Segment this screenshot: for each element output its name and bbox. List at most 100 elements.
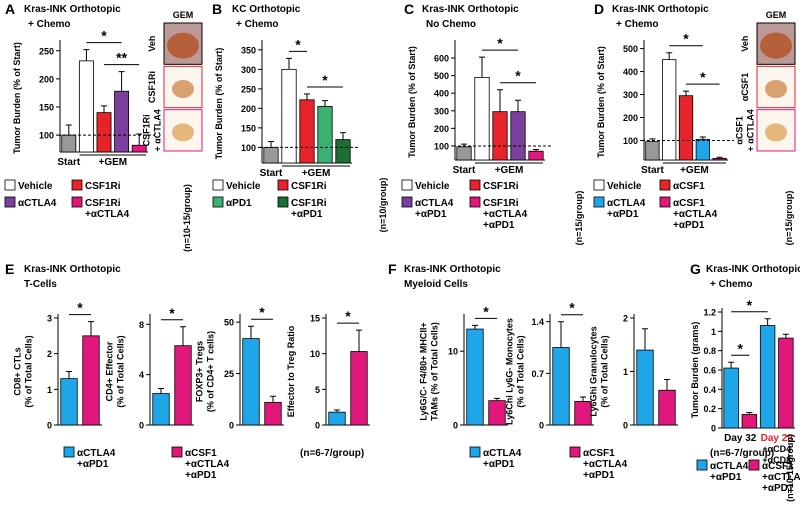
- bar: [645, 141, 660, 161]
- bar: [723, 367, 739, 429]
- x-tick-label: Day 29: [761, 433, 794, 444]
- bar: [78, 60, 94, 153]
- y-axis-label: Tumor Burden (% of Start): [596, 46, 606, 158]
- panel-title: Kras-INK Orthotopic: [612, 4, 709, 15]
- sample-size-note: (n=15/group): [574, 191, 584, 246]
- y-tick-label: 200: [39, 74, 54, 84]
- tumor-photo: [172, 123, 194, 142]
- y-tick-label: 100: [39, 131, 54, 141]
- x-tick-label: Start: [641, 165, 664, 176]
- bar: [317, 106, 333, 164]
- x-tick-label: +GEM: [98, 157, 127, 168]
- error-bar: [716, 156, 723, 159]
- image-title: GEM: [173, 10, 194, 20]
- error-bar: [746, 412, 753, 415]
- significance-star: *: [569, 300, 575, 316]
- legend-swatch: [4, 179, 16, 191]
- y-tick-label: 600: [434, 54, 449, 64]
- significance-star: *: [259, 304, 265, 320]
- panel-letter: G: [690, 261, 701, 277]
- legend-label: αCSF1+αCTLA4+αPD1: [185, 448, 230, 481]
- legend-label: αCTLA4 +αPD1: [415, 198, 454, 220]
- tumor-photo: [760, 32, 792, 59]
- x-tick-label: Start: [57, 157, 80, 168]
- legend-swatch: [71, 179, 83, 191]
- image-label: Veh: [740, 36, 750, 52]
- y-tick-label: 200: [241, 104, 256, 114]
- panel-letter: B: [212, 1, 222, 17]
- sample-size-note: (n=15/group): [784, 191, 794, 246]
- y-tick-label: 0: [139, 421, 144, 431]
- y-tick-label: 1: [623, 367, 628, 377]
- error-bar: [322, 100, 328, 107]
- y-tick-label: 300: [241, 65, 256, 75]
- y-tick-label: 0.4: [703, 385, 716, 395]
- legend-label: αCSF1: [673, 181, 705, 192]
- legend-swatch: [212, 196, 224, 208]
- error-bar: [494, 397, 500, 401]
- y-tick-label: 0: [623, 421, 628, 431]
- error-bar: [101, 105, 107, 113]
- legend-swatch: [696, 459, 708, 471]
- legend-label: αCTLA4 +αPD1: [77, 448, 116, 470]
- bar: [474, 76, 490, 161]
- significance-star: *: [747, 297, 753, 313]
- bar: [96, 112, 112, 153]
- error-bar: [83, 49, 90, 61]
- y-tick-label: 0.8: [703, 346, 716, 356]
- y-axis-label: Effector to Treg Ratio: [286, 325, 296, 417]
- legend-label: αPD1: [226, 198, 252, 209]
- bar: [658, 389, 676, 426]
- legend-swatch: [171, 446, 183, 458]
- error-bar: [580, 396, 586, 402]
- error-bar: [65, 124, 72, 136]
- y-tick-label: 350: [241, 45, 256, 55]
- error-bar: [472, 324, 478, 330]
- x-tick-label: Start: [260, 168, 283, 179]
- tumor-photo: [765, 80, 787, 98]
- legend-swatch: [71, 196, 83, 208]
- bar: [242, 338, 260, 426]
- image-title: GEM: [766, 10, 787, 20]
- panel-subtitle: + Chemo: [616, 19, 659, 30]
- legend-swatch: [469, 196, 481, 208]
- y-tick-label: 1: [47, 385, 52, 395]
- error-bar: [268, 141, 274, 148]
- error-bar: [270, 395, 276, 403]
- y-tick-label: 0: [711, 424, 716, 434]
- significance-star: *: [683, 31, 689, 47]
- sample-size-note: (n=10/group): [378, 178, 388, 233]
- y-tick-label: 300: [434, 106, 449, 116]
- sample-size-note: (n=10-15/group): [785, 434, 795, 502]
- legend-swatch: [659, 179, 671, 191]
- y-tick-label: 1.2: [703, 308, 716, 318]
- bar: [528, 150, 544, 161]
- sample-size-note: (n=10-15/group): [182, 184, 192, 252]
- image-label: CSF1Ri: [147, 71, 157, 103]
- legend-label: Vehicle: [18, 181, 53, 192]
- legend-swatch: [277, 196, 289, 208]
- bar: [662, 59, 677, 161]
- y-axis-label: FOXP3+ Tregs(% of CD4+ T cells): [195, 331, 216, 412]
- error-bar: [88, 321, 94, 336]
- significance-star: *: [77, 300, 83, 316]
- y-tick-label: 50: [224, 318, 234, 328]
- legend-label: CSF1Ri +αCTLA4: [85, 198, 130, 220]
- y-tick-label: 500: [623, 44, 638, 54]
- legend-label: αCTLA4 +αPD1: [483, 448, 522, 470]
- y-tick-label: 1.4: [531, 317, 544, 327]
- significance-star: *: [169, 305, 175, 321]
- y-tick-label: 250: [241, 84, 256, 94]
- error-bar: [642, 328, 648, 351]
- bar: [152, 393, 170, 426]
- bar: [281, 68, 297, 164]
- y-tick-label: 25: [224, 369, 234, 379]
- legend-swatch: [469, 179, 481, 191]
- significance-star: *: [483, 303, 489, 319]
- panel-title: Kras-INK Orthotopic: [706, 264, 800, 275]
- y-axis-label: Tumor Burden (% of Start): [214, 48, 224, 160]
- sample-size-note: (n=6-7/group): [710, 448, 774, 459]
- bar: [759, 325, 776, 429]
- y-tick-label: 400: [623, 67, 638, 77]
- bar: [678, 95, 694, 161]
